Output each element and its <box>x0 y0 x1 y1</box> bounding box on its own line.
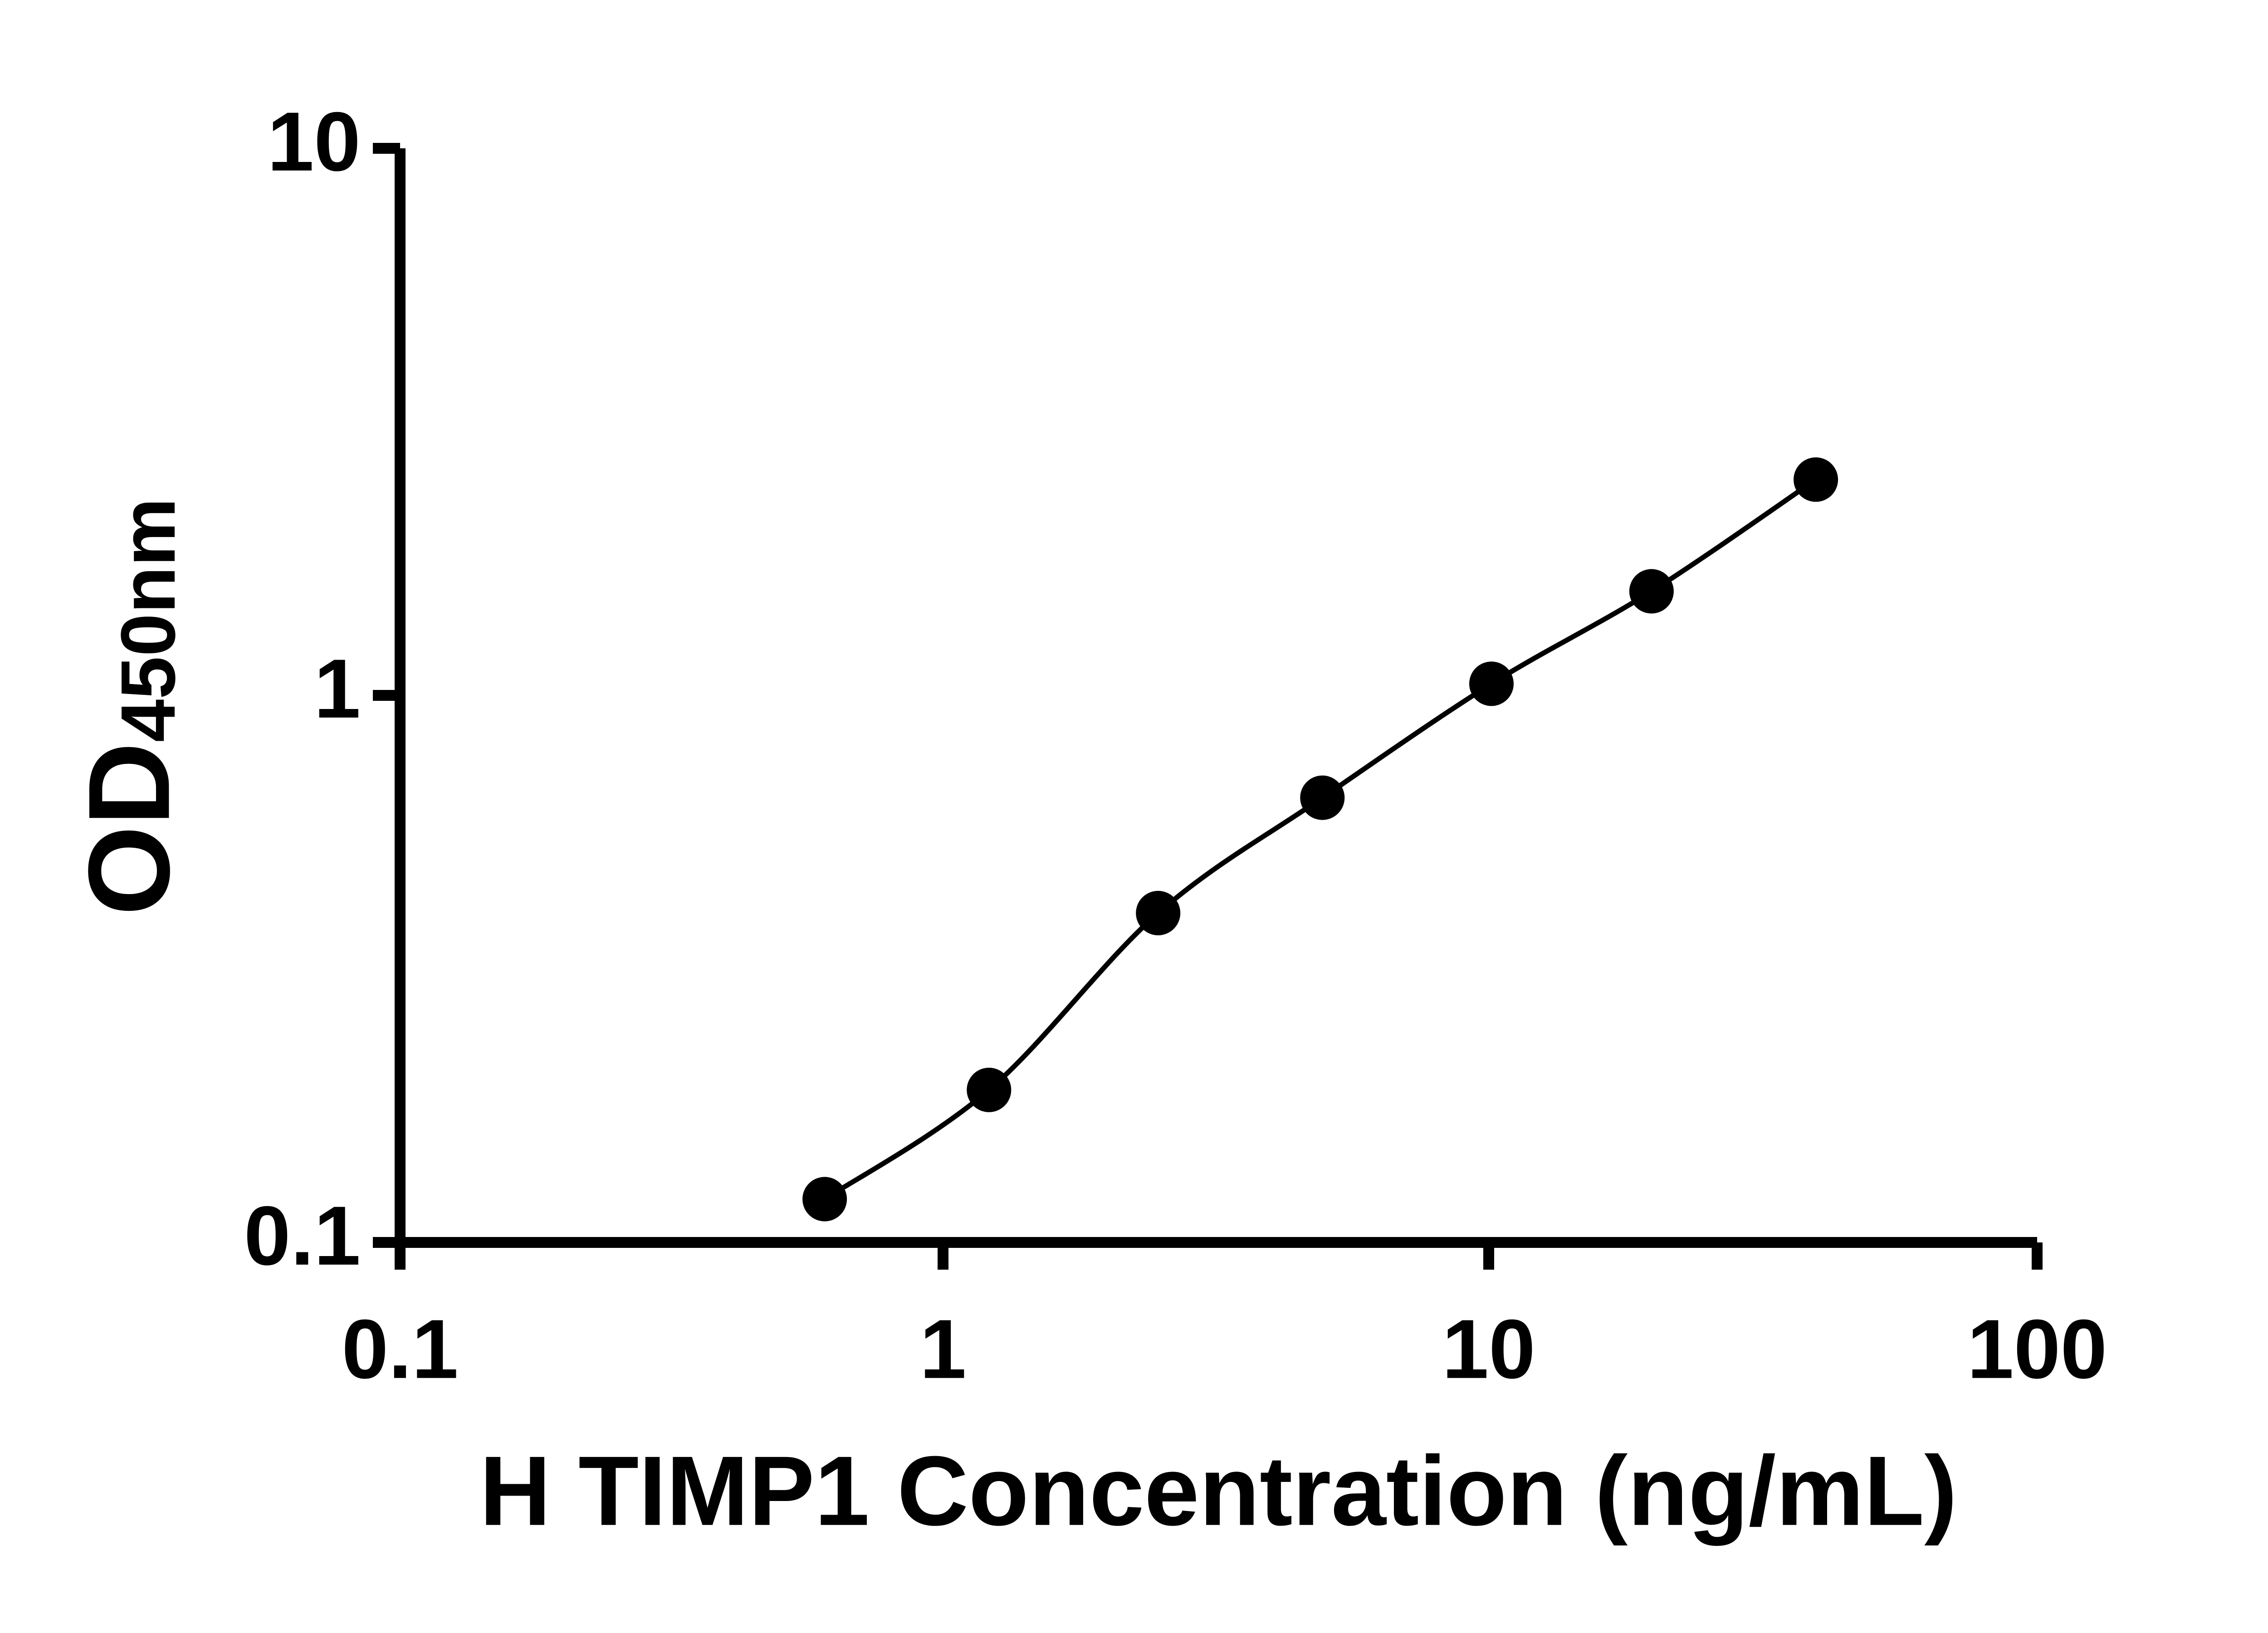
svg-text:10: 10 <box>1442 1303 1535 1396</box>
svg-text:0.1: 0.1 <box>342 1303 458 1396</box>
svg-text:OD450nm: OD450nm <box>64 498 194 915</box>
svg-text:0.1: 0.1 <box>244 1189 361 1283</box>
svg-text:10: 10 <box>267 95 361 189</box>
svg-text:1: 1 <box>314 642 361 736</box>
svg-text:1: 1 <box>920 1303 967 1396</box>
svg-text:H TIMP1 Concentration (ng/mL): H TIMP1 Concentration (ng/mL) <box>479 1436 1957 1546</box>
svg-text:100: 100 <box>1967 1303 2107 1396</box>
